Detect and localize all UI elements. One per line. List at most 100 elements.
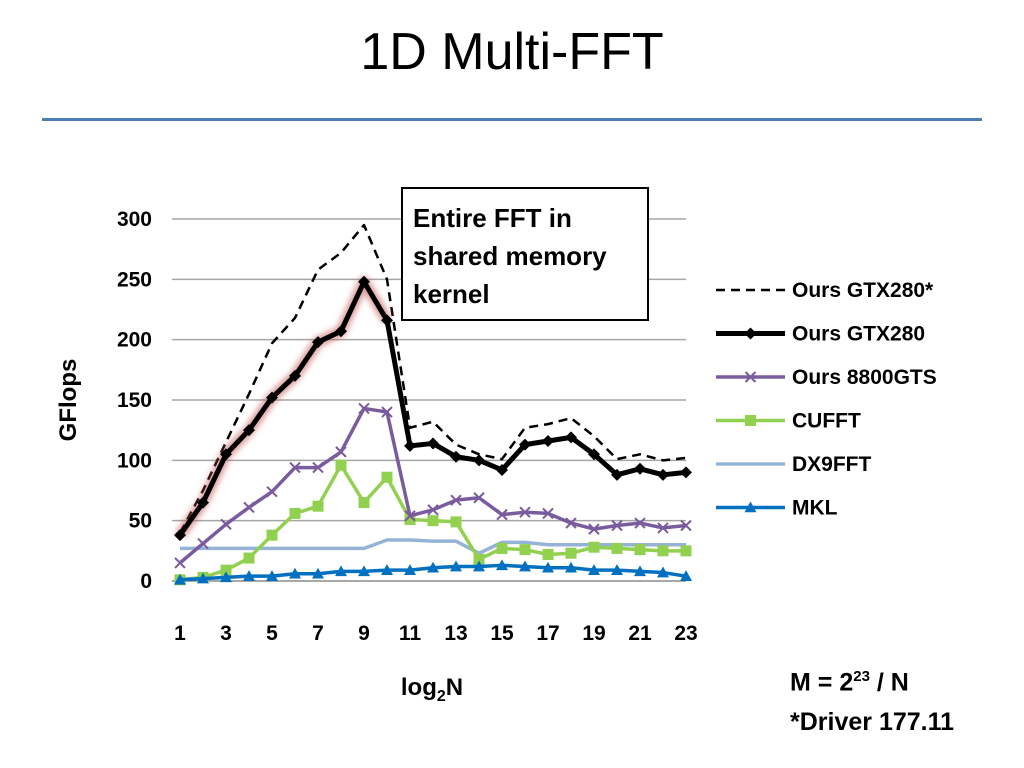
data-point [657,468,669,481]
data-point [312,567,324,579]
legend-label: CUFFT [792,410,861,433]
data-point [312,336,324,349]
data-point [611,468,623,481]
data-point [381,471,393,483]
data-point [680,466,692,479]
annotation-line: shared memory [413,241,607,271]
data-point [744,501,757,513]
data-point [220,564,232,576]
x-marker-stroke [542,507,554,520]
data-point [496,542,508,554]
slide-title: 1D Multi-FFT [360,23,664,81]
data-point [266,485,278,498]
data-point [358,402,370,415]
data-point [174,529,186,542]
data-point [680,519,692,532]
data-point [358,565,370,577]
data-point [496,559,508,571]
legend-label: DX9FFT [792,453,872,476]
x-tick-label: 1 [174,622,186,645]
data-point [450,494,462,506]
y-tick-label: 0 [140,570,152,593]
legend-label: MKL [792,497,838,520]
y-tick-labels: 0 50 100 150 200 250 300 [117,208,152,593]
data-point [358,497,370,509]
data-point [588,541,600,553]
data-point [312,461,324,474]
data-point [197,537,209,550]
data-point [266,529,278,541]
title-divider [42,118,982,121]
footnote-driver: *Driver 177.11 [790,708,955,736]
legend-item: Ours 8800GTS [716,366,937,389]
data-point [381,406,393,418]
x-marker-stroke [519,506,531,518]
data-point [611,564,623,575]
x-tick-label: 13 [444,622,467,645]
peak-highlight [175,276,392,539]
data-point [289,461,301,474]
data-point [450,516,462,528]
y-tick-label: 100 [117,449,152,472]
data-point [680,545,692,557]
legend-item: DX9FFT [716,453,872,476]
x-marker-stroke [289,461,301,474]
data-point [744,371,757,383]
data-point [335,565,347,577]
x-marker-stroke [174,557,186,569]
annotation-box: Entire FFT in shared memory kernel [401,187,649,321]
x-tick-labels: 1 3 5 7 9 11 13 15 17 19 21 23 [174,622,698,645]
x-marker-stroke [243,501,255,514]
data-point [266,391,278,404]
series-lines [174,223,692,586]
data-point [289,369,301,382]
data-point [745,415,756,426]
x-marker-stroke [680,519,692,532]
legend: Ours GTX280* Ours GTX280 Ours 8800GTS CUFFT… [716,279,937,520]
legend-label: Ours 8800GTS [792,366,937,389]
data-point [243,552,255,564]
data-point [427,561,439,573]
data-point [220,518,232,530]
data-point [611,519,623,532]
series-ours-gtx280 [174,275,692,542]
data-point [565,547,577,559]
y-tick-label: 250 [117,268,152,291]
annotation-line: kernel [413,279,490,309]
data-point [657,566,669,578]
data-point [634,517,646,529]
x-tick-label: 3 [220,622,232,645]
data-point [427,515,439,527]
series-mkl [174,559,692,585]
data-point [519,560,531,572]
x-tick-label: 11 [399,622,422,645]
data-point [404,510,416,522]
series-ours-gtx280 [178,223,687,534]
x-marker-stroke [496,508,508,521]
y-tick-label: 300 [117,208,152,231]
data-point [565,561,577,573]
legend-item: Ours GTX280* [716,279,934,302]
data-point [634,462,646,475]
x-tick-label: 21 [628,622,652,645]
data-point [404,513,416,525]
legend-label: Ours GTX280* [792,279,934,302]
x-tick-label: 19 [582,622,605,645]
data-point [657,522,669,534]
x-tick-label: 23 [674,622,697,645]
data-point [335,446,347,458]
x-marker-stroke [335,446,347,458]
data-point [243,570,255,581]
data-point [174,557,186,569]
data-point [335,325,347,338]
data-point [542,561,554,573]
legend-label: Ours GTX280 [792,323,925,346]
data-point [565,517,577,529]
y-axis-label: GFlops [55,359,82,442]
data-point [381,314,393,327]
footnote-m: M = 223 / N [790,668,909,697]
legend-item: Ours GTX280 [716,323,925,346]
x-tick-label: 9 [358,622,370,645]
data-point [220,448,232,461]
